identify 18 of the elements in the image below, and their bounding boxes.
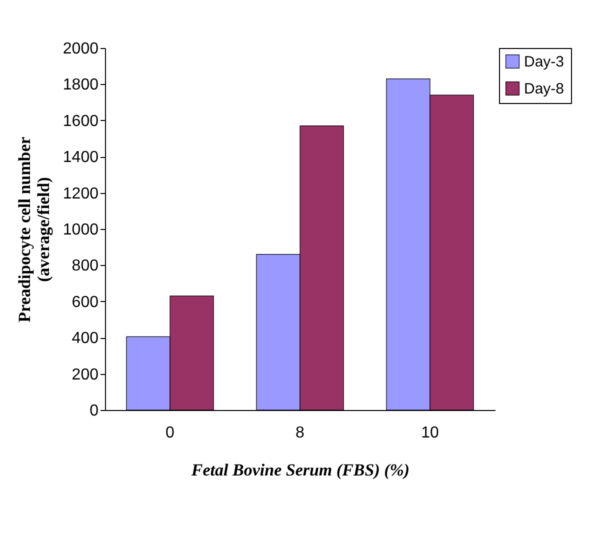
y-axis-title: Preadipocyte cell number (average/field) xyxy=(14,136,53,322)
y-tick-label: 400 xyxy=(72,330,99,348)
x-tick-label: 8 xyxy=(296,424,305,442)
x-tick-label: 0 xyxy=(166,424,175,442)
legend-label: Day-3 xyxy=(524,54,564,70)
y-tick-label: 2000 xyxy=(62,40,99,58)
y-tick-label: 1600 xyxy=(62,112,99,130)
y-tick-label: 800 xyxy=(72,258,99,275)
y-tick-label: 200 xyxy=(72,366,99,384)
y-tick-label: 0 xyxy=(90,402,99,420)
y-tick-label: 1000 xyxy=(62,222,99,238)
y-tick-label: 1800 xyxy=(62,76,99,94)
x-axis-title: Fetal Bovine Serum (FBS) (%) xyxy=(190,460,410,480)
y-tick-label: 1400 xyxy=(62,149,99,166)
y-tick-label: 1200 xyxy=(62,185,99,202)
legend-label: Day-8 xyxy=(524,80,564,98)
y-tick-label: 600 xyxy=(72,294,99,311)
x-tick-label: 10 xyxy=(421,424,439,442)
